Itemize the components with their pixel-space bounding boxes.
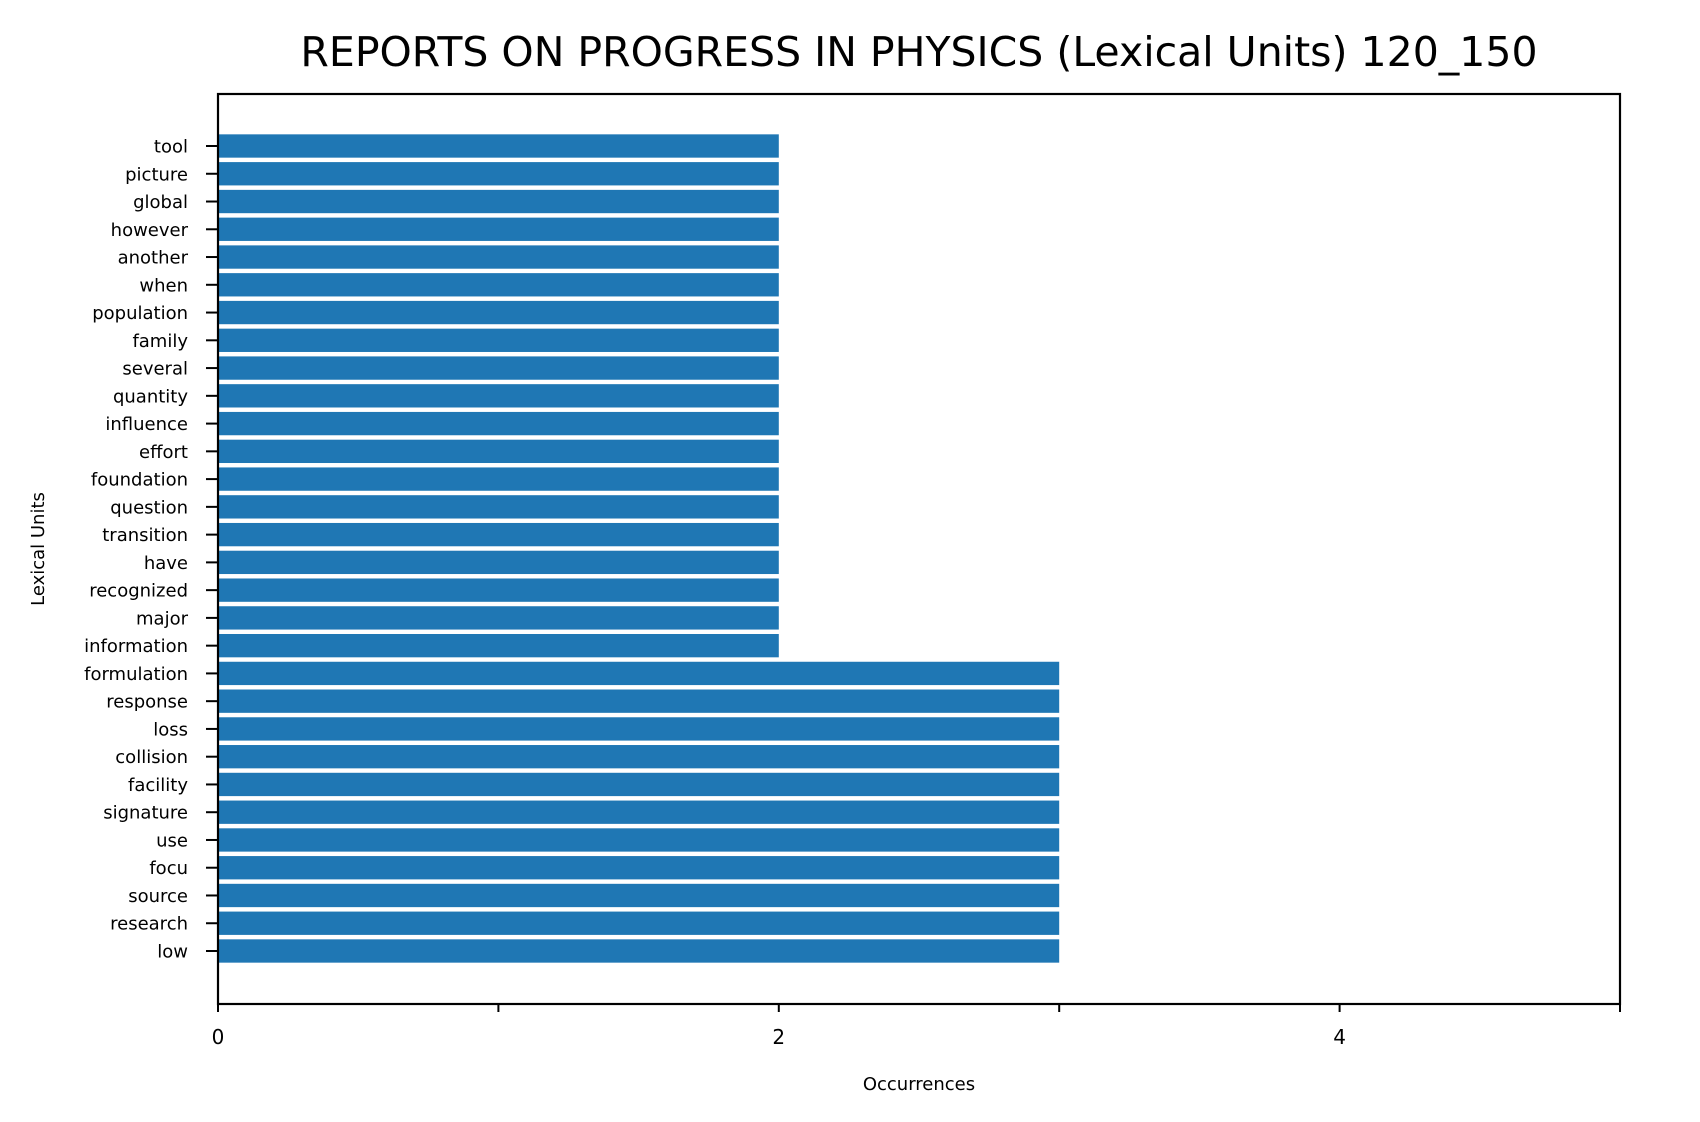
y-tick-label: source [128, 886, 188, 907]
y-tick-label: picture [125, 164, 188, 185]
y-tick-label: formulation [84, 664, 188, 685]
bar-low [218, 939, 1060, 963]
bar-influence [218, 411, 779, 436]
bar-formulation [218, 661, 1060, 686]
x-tick-label: 2 [772, 1025, 785, 1049]
x-tick-label: 4 [1333, 1025, 1346, 1049]
y-tick-label: however [111, 220, 189, 241]
bar-collision [218, 745, 1060, 769]
y-tick-label: question [110, 497, 188, 518]
bar-facility [218, 772, 1060, 797]
y-tick-label: research [110, 914, 188, 935]
y-tick-label: effort [139, 442, 188, 463]
bar-signature [218, 800, 1060, 824]
y-tick-label: facility [128, 775, 188, 796]
bars-group [218, 134, 1060, 963]
y-tick-label: information [84, 636, 188, 657]
x-axis-label: Occurrences [863, 1074, 975, 1095]
bar-another [218, 245, 779, 269]
bar-effort [218, 439, 779, 464]
bar-foundation [218, 467, 779, 491]
x-tick-label: 0 [212, 1025, 225, 1049]
bar-tool [218, 134, 779, 158]
chart-title: REPORTS ON PROGRESS IN PHYSICS (Lexical … [300, 28, 1537, 76]
bar-population [218, 300, 779, 325]
bar-recognized [218, 578, 779, 602]
bar-have [218, 550, 779, 575]
bar-picture [218, 162, 779, 186]
bar-question [218, 495, 779, 519]
y-tick-label: tool [154, 137, 188, 158]
bar-transition [218, 522, 779, 547]
y-tick-label: focu [149, 858, 188, 879]
bar-however [218, 217, 779, 241]
y-tick-label: foundation [91, 470, 188, 491]
bar-global [218, 189, 779, 214]
y-axis-ticks: tool picture global however another when popul… [84, 137, 218, 963]
y-tick-label: family [132, 331, 188, 352]
bar-quantity [218, 384, 779, 408]
bar-focu [218, 856, 1060, 880]
y-tick-label: collision [115, 747, 188, 768]
y-tick-label: several [122, 359, 188, 380]
y-tick-label: signature [103, 803, 188, 824]
y-tick-label: response [106, 692, 188, 713]
bar-major [218, 606, 779, 630]
y-tick-label: use [156, 830, 188, 851]
y-tick-label: population [92, 303, 188, 324]
bar-family [218, 328, 779, 352]
bar-research [218, 911, 1060, 935]
bar-several [218, 356, 779, 380]
y-tick-label: global [133, 192, 188, 213]
bar-use [218, 828, 1060, 852]
y-tick-label: major [136, 608, 189, 629]
bar-when [218, 273, 779, 297]
plot-area-frame [216, 92, 1622, 1006]
y-tick-label: influence [105, 414, 188, 435]
bar-loss [218, 717, 1060, 741]
y-tick-label: low [157, 942, 188, 963]
y-tick-label: when [139, 275, 188, 296]
bar-response [218, 689, 1060, 713]
y-tick-label: quantity [113, 386, 188, 407]
x-axis-ticks: 0 2 4 [212, 1004, 1621, 1049]
bar-source [218, 883, 1060, 908]
bar-information [218, 634, 779, 658]
y-tick-label: another [118, 248, 189, 269]
y-tick-label: loss [153, 719, 188, 740]
y-tick-label: transition [102, 525, 188, 546]
y-axis-label: Lexical Units [28, 492, 49, 606]
y-tick-label: recognized [89, 581, 188, 602]
y-tick-label: have [144, 553, 188, 574]
